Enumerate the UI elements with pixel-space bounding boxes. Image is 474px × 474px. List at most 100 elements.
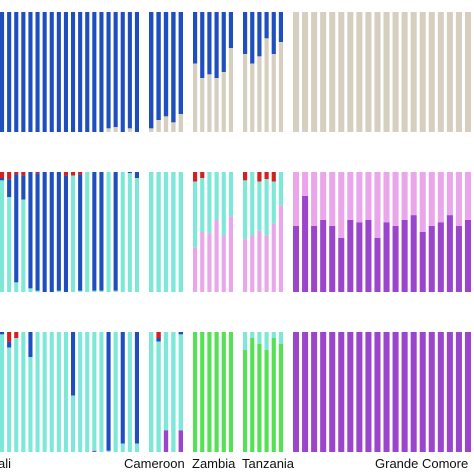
bar-p2-grande-comore-1-purple (293, 226, 300, 292)
bar-p1-ali-15-blue (99, 12, 104, 132)
bar-p1-cameroon-4-tan (171, 122, 176, 132)
bar-p2-ali-6-aqua (35, 290, 40, 292)
bar-p3-ali-3-aqua (14, 338, 19, 452)
bar-p3-cameroon-4-aqua (171, 332, 176, 452)
bar-p3-grande-comore-7-purple (347, 332, 354, 452)
bar-p3-grande-comore-16-purple (428, 332, 435, 452)
bar-p3-grande-comore-6-purple (338, 332, 345, 452)
bar-p2-ali-18-aqua (120, 172, 125, 292)
bar-p3-tanzania-3-green (257, 344, 262, 452)
bar-p3-grande-comore-20-purple (464, 332, 471, 452)
bar-p1-tanzania-2-blue (250, 12, 255, 64)
bar-p1-tanzania-4-tan (264, 38, 269, 132)
bar-p2-ali-1-aqua (0, 180, 5, 292)
bar-p3-grande-comore-2-purple (302, 332, 309, 452)
bar-p2-grande-comore-16-purple (428, 226, 435, 292)
bar-p1-ali-16-blue (106, 12, 111, 129)
bar-p2-zambia-3-aqua (207, 172, 212, 234)
bar-p3-grande-comore-9-purple (365, 332, 372, 452)
bar-p1-zambia-1-tan (193, 63, 198, 132)
bar-p1-ali-19-blue (127, 12, 132, 129)
bar-p1-ali-5-blue (28, 12, 33, 132)
bar-p2-grande-comore-19-pink (455, 172, 462, 226)
pop-label-tanzania: Tanzania (242, 456, 295, 471)
bar-p2-cameroon-3-aqua (163, 172, 169, 292)
bar-p2-tanzania-3-aqua (257, 181, 262, 231)
bar-p1-grande-comore-1-tan (293, 12, 300, 132)
bar-p3-ali-2-blue (7, 341, 12, 348)
bar-p2-tanzania-3-red (257, 172, 262, 182)
bar-p3-ali-17-aqua (113, 332, 118, 452)
bar-p1-zambia-2-tan (200, 78, 205, 132)
bar-p2-ali-6-blue (35, 173, 40, 291)
bar-p3-cameroon-5-purple (178, 430, 183, 452)
bar-p3-grande-comore-4-purple (320, 332, 327, 452)
bar-p1-grande-comore-4-tan (320, 12, 327, 132)
bar-p3-tanzania-2-aqua (250, 332, 255, 338)
structure-panel-1 (0, 12, 471, 132)
pop-label-mali: ali (0, 456, 12, 471)
bar-p2-zambia-2-aqua (200, 178, 205, 232)
bar-p3-grande-comore-17-purple (437, 332, 444, 452)
bar-p2-grande-comore-8-pink (356, 172, 363, 223)
bar-p2-grande-comore-9-pink (365, 172, 372, 220)
bar-p2-ali-12-blue (78, 174, 83, 291)
bar-p1-zambia-2-blue (200, 12, 205, 78)
bar-p1-tanzania-2-tan (250, 63, 255, 132)
bar-p2-grande-comore-2-purple (302, 196, 309, 292)
bar-p2-grande-comore-5-pink (329, 172, 336, 226)
bar-p3-tanzania-6-aqua (278, 332, 283, 344)
bar-p1-grande-comore-2-tan (302, 12, 309, 132)
bar-p1-zambia-5-blue (221, 12, 226, 72)
bar-p1-ali-17-tan (113, 127, 118, 132)
bar-p1-cameroon-3-blue (163, 12, 169, 117)
bar-p2-ali-10-red (63, 172, 68, 176)
bar-p3-ali-5-blue (28, 332, 33, 358)
bar-p1-grande-comore-10-tan (374, 12, 381, 132)
bar-p2-grande-comore-7-pink (347, 172, 354, 220)
bar-p2-ali-20-aqua (134, 178, 139, 292)
bar-p3-tanzania-2-green (250, 338, 255, 452)
bar-p1-cameroon-4-blue (171, 12, 176, 123)
bar-p2-zambia-2-red (200, 172, 205, 178)
bar-p2-ali-19-aqua (127, 173, 132, 292)
bar-p2-tanzania-2-aqua (250, 172, 255, 236)
bar-p3-grande-comore-13-purple (401, 332, 408, 452)
bar-p3-tanzania-1-green (243, 350, 248, 452)
bar-p3-ali-9-aqua (56, 332, 61, 452)
bar-p1-grande-comore-18-tan (446, 12, 453, 132)
bar-p3-zambia-6-green (228, 332, 233, 452)
bar-p1-ali-17-blue (113, 12, 118, 128)
bar-p2-ali-6-red (35, 172, 40, 174)
bar-p2-grande-comore-13-pink (401, 172, 408, 220)
bar-p3-cameroon-5-aqua (178, 334, 183, 431)
bar-p1-grande-comore-3-tan (311, 12, 318, 132)
pop-label-cameroon: Cameroon (124, 456, 185, 471)
bar-p2-tanzania-4-red (264, 172, 269, 180)
bar-p2-cameroon-2-aqua (156, 172, 161, 292)
bar-p3-tanzania-6-green (278, 344, 283, 452)
bar-p3-grande-comore-5-purple (329, 332, 336, 452)
bar-p3-grande-comore-1-purple (293, 332, 300, 452)
bar-p3-zambia-2-green (200, 332, 205, 452)
bar-p1-zambia-1-blue (193, 12, 198, 64)
bar-p3-ali-1-blue (0, 332, 5, 335)
bar-p1-ali-18-blue (120, 12, 125, 132)
bar-p3-ali-18-aqua (120, 443, 125, 452)
bar-p2-tanzania-5-aqua (271, 181, 276, 224)
bar-p1-cameroon-1-tan (149, 128, 154, 132)
bar-p1-grande-comore-14-tan (410, 12, 417, 132)
bar-p3-cameroon-3-aqua (163, 332, 169, 431)
bar-p2-zambia-1-aqua (193, 181, 198, 248)
bar-p1-ali-3-blue (14, 12, 19, 132)
bar-p2-grande-comore-14-pink (410, 172, 417, 216)
bar-p2-grande-comore-20-pink (464, 172, 471, 220)
bar-p3-zambia-5-green (221, 332, 226, 452)
bar-p1-ali-14-blue (92, 12, 97, 132)
bar-p2-ali-5-blue (28, 172, 33, 289)
bar-p1-ali-20-blue (134, 12, 139, 132)
bar-p1-grande-comore-15-tan (419, 12, 426, 132)
bar-p2-ali-3-aqua (14, 282, 19, 292)
bar-p3-zambia-3-green (207, 332, 212, 452)
